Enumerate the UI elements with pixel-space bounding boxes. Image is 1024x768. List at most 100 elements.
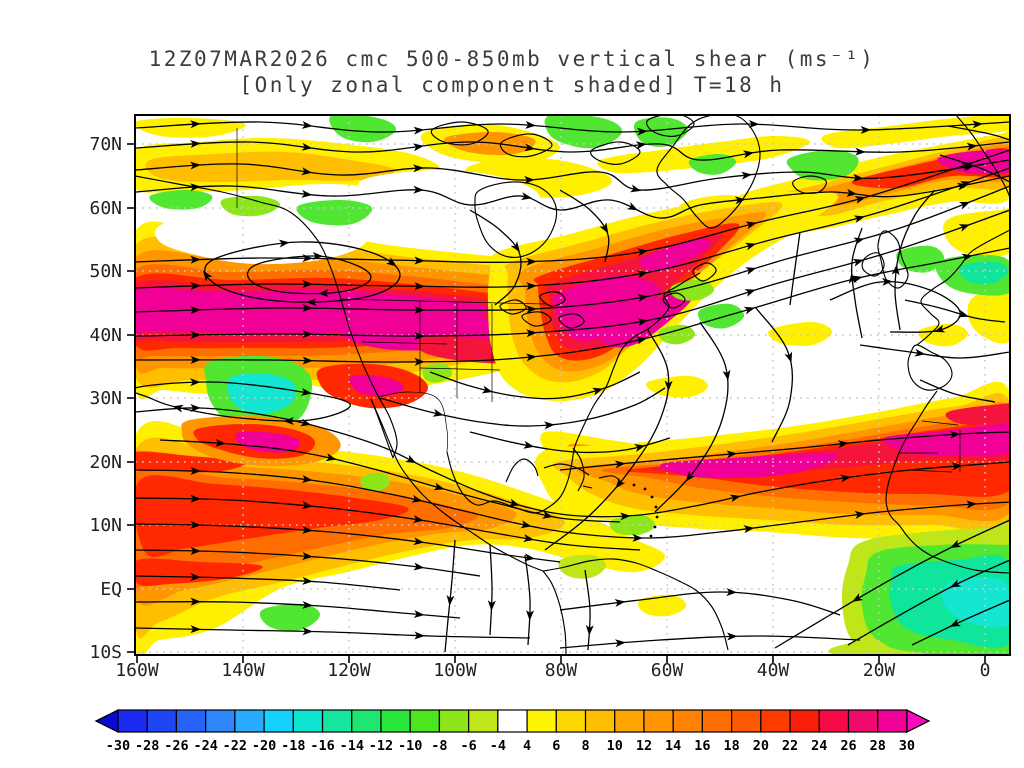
- flow-arrowhead: [840, 474, 852, 483]
- flow-arrowhead: [949, 579, 962, 588]
- x-tick-label: 40W: [757, 660, 790, 681]
- flow-arrowhead: [853, 215, 865, 224]
- flow-arrowhead: [949, 618, 961, 627]
- streamline: [135, 523, 561, 563]
- flow-arrowhead: [784, 351, 793, 363]
- colorbar-label: -30: [106, 738, 130, 754]
- colorbar-cell: [146, 709, 178, 733]
- flow-arrowhead: [302, 254, 313, 263]
- shading-region: [639, 238, 711, 273]
- flow-arrowhead: [748, 120, 760, 129]
- colorbar-label: 20: [753, 738, 769, 754]
- colorbar-cell: [643, 709, 674, 733]
- flow-arrowhead: [637, 248, 649, 257]
- flow-arrowhead: [325, 453, 337, 462]
- colorbar-label: -4: [490, 738, 506, 754]
- coastline: [792, 175, 827, 194]
- flow-arrowhead: [745, 242, 757, 251]
- flow-arrowhead: [413, 126, 425, 135]
- border-line: [361, 341, 448, 345]
- streamline: [559, 591, 841, 616]
- flow-arrowhead: [301, 189, 313, 198]
- flow-arrowhead: [190, 281, 201, 290]
- flow-arrowhead: [190, 183, 201, 192]
- flow-arrowhead: [318, 289, 329, 298]
- colorbar-cell: [877, 709, 908, 733]
- coastline: [656, 115, 761, 229]
- colorbar-cell: [175, 709, 207, 733]
- flow-arrowhead: [632, 533, 643, 542]
- flow-arrowhead: [302, 280, 313, 289]
- flow-arrowhead: [592, 387, 604, 396]
- colorbar-cell: [117, 709, 148, 733]
- shading-region: [220, 195, 281, 217]
- flow-arrowhead: [446, 594, 455, 606]
- x-axis: 160W 140W 120W 100W 80W 60W 40W 20W 0: [115, 655, 990, 681]
- coastline: [505, 458, 539, 483]
- border-line: [921, 420, 959, 426]
- shading-region: [943, 207, 1010, 257]
- flow-arrowhead: [852, 258, 864, 267]
- shading-region: [918, 323, 969, 347]
- streamline: [904, 299, 1006, 323]
- streamline: [789, 231, 801, 306]
- flow-arrowhead: [481, 385, 493, 394]
- flow-arrowhead: [626, 202, 639, 211]
- flow-arrowhead: [848, 272, 857, 284]
- flow-arrowhead: [414, 305, 425, 314]
- colorbar-cell: [789, 709, 820, 733]
- coastline: [598, 475, 623, 484]
- flow-arrowhead: [961, 253, 973, 262]
- flow-arrowhead: [412, 515, 424, 523]
- flow-arrowhead: [741, 171, 753, 180]
- flow-arrowhead: [302, 304, 313, 313]
- flow-arrowhead: [615, 477, 626, 489]
- flow-arrowhead: [413, 537, 425, 546]
- colorbar-label: 10: [607, 738, 623, 754]
- shading-region: [329, 115, 397, 143]
- flow-arrowhead: [302, 576, 313, 585]
- colorbar-label: 16: [694, 738, 710, 754]
- flow-arrowhead: [523, 440, 535, 449]
- colorbar-cell: [555, 709, 587, 733]
- flow-arrowhead: [881, 277, 893, 286]
- flow-arrowhead: [966, 500, 978, 509]
- coastline: [572, 447, 585, 492]
- flow-arrowhead: [526, 329, 537, 338]
- streamline: [774, 519, 1010, 649]
- flow-arrowhead: [302, 356, 313, 365]
- shading-region: [154, 211, 369, 265]
- flow-arrowhead: [432, 408, 444, 417]
- coastline: [474, 181, 558, 258]
- streamline: [135, 497, 641, 551]
- island-dot: [653, 525, 657, 529]
- colorbar-label: 4: [523, 738, 531, 754]
- flow-arrowhead: [614, 639, 626, 648]
- colorbar-label: 6: [552, 738, 560, 754]
- flow-arrowhead: [664, 380, 673, 392]
- flow-arrowhead: [520, 520, 532, 529]
- streamline: [859, 344, 1010, 359]
- flow-arrowhead: [726, 588, 737, 597]
- shading-region: [552, 275, 661, 341]
- flow-arrowhead: [745, 221, 757, 230]
- flow-arrowhead: [526, 282, 537, 291]
- colorbar-label: 22: [782, 738, 798, 754]
- island-dot: [632, 483, 636, 487]
- x-tick-label: 120W: [327, 660, 371, 681]
- flow-arrowhead: [722, 369, 731, 381]
- flow-arrowhead: [523, 534, 535, 543]
- flow-arrowhead: [637, 318, 649, 327]
- coastline: [558, 313, 585, 329]
- shading-region: [135, 451, 247, 473]
- flow-arrowhead: [525, 120, 536, 129]
- island-dot: [654, 505, 658, 509]
- streamline: [135, 469, 1010, 539]
- shading-region: [945, 403, 1010, 426]
- flow-arrowhead: [520, 192, 532, 201]
- coastline: [877, 230, 909, 289]
- colorbar-cell: [409, 709, 441, 733]
- flow-arrowhead: [950, 539, 962, 548]
- flow-arrowhead: [958, 201, 971, 210]
- coastline: [662, 292, 686, 309]
